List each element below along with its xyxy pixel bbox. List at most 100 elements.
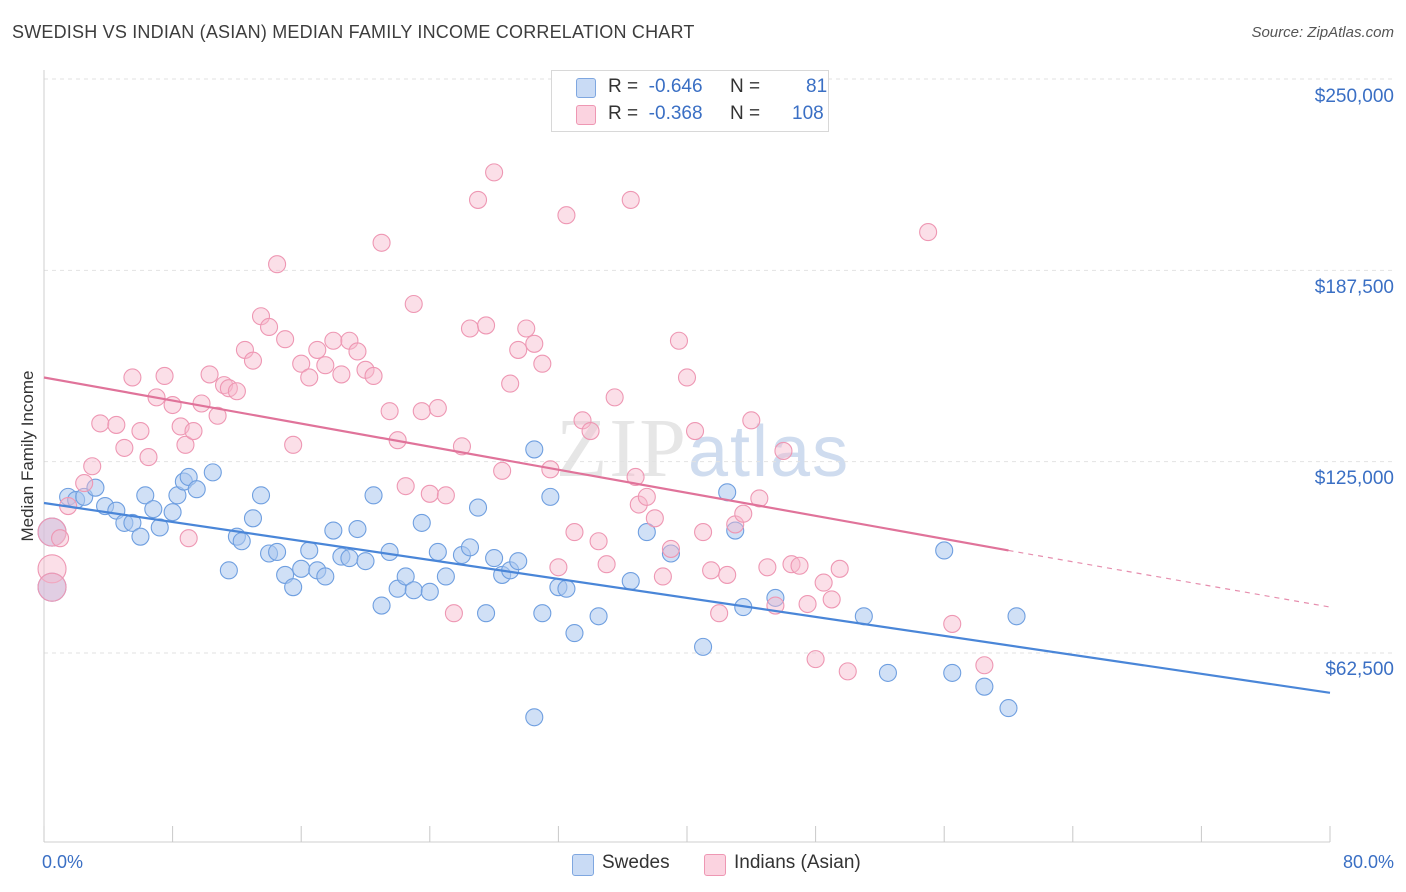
correlation-legend: R = -0.646 N = 81 R = -0.368 N = 108: [551, 70, 829, 132]
swedes-point-57: [525, 708, 544, 727]
indians-point-99: [822, 590, 841, 609]
indians-point-50: [428, 399, 447, 418]
indians-point-10: [123, 368, 142, 387]
swedes-point-36: [348, 519, 367, 539]
y-tick-125000: $125,000: [1314, 468, 1394, 489]
y-tick-62500: $62,500: [1325, 659, 1394, 680]
swedes-point-30: [300, 541, 319, 560]
indians-trend-extension: [1008, 549, 1331, 608]
x-axis-min-label: 0.0%: [42, 852, 84, 872]
indians-point-82: [685, 422, 705, 441]
swedes-point-23: [243, 509, 263, 528]
watermark: ZIPatlas: [556, 400, 850, 497]
indians-point-58: [493, 461, 512, 480]
indians-point-11: [131, 422, 150, 441]
indians-point-27: [243, 351, 263, 370]
swedes-point-24: [251, 486, 271, 505]
swedes-point-67: [694, 637, 713, 656]
indians-point-83: [694, 523, 713, 542]
indians-point-1: [37, 554, 67, 584]
swedes-trend-line: [43, 501, 1331, 694]
indians-point-104: [975, 656, 994, 675]
indians-point-29: [259, 317, 279, 337]
swedes-point-10: [131, 527, 150, 546]
indians-point-79: [661, 539, 680, 558]
swedes-point-35: [340, 549, 359, 568]
swedes-point-73: [878, 663, 897, 682]
swedes-point-49: [460, 538, 480, 557]
indians-point-81: [677, 368, 697, 387]
x-axis-max-label: 80.0%: [1342, 852, 1394, 872]
swedes-point-37: [356, 552, 375, 571]
swedes-point-56: [525, 440, 544, 459]
indians-point-61: [517, 319, 536, 338]
indians-point-46: [396, 477, 415, 496]
indians-point-62: [525, 334, 544, 353]
indians-point-77: [645, 509, 664, 528]
indians-point-86: [718, 565, 737, 584]
indians-point-43: [372, 233, 391, 252]
indians-point-72: [605, 388, 624, 407]
swedes-point-74: [943, 663, 962, 682]
swedes-point-75: [935, 541, 954, 560]
bottom-legend-swatch-indians: [704, 854, 726, 876]
indians-point-93: [774, 441, 793, 461]
chart-title: SWEDISH VS INDIAN (ASIAN) MEDIAN FAMILY …: [12, 22, 695, 42]
indians-point-8: [107, 415, 126, 434]
indians-point-88: [734, 504, 753, 523]
indians-point-69: [581, 422, 600, 441]
indians-point-33: [292, 354, 311, 373]
swedes-point-46: [428, 542, 447, 562]
indians-point-12: [139, 448, 158, 467]
swedes-point-58: [533, 604, 552, 623]
indians-point-40: [348, 342, 367, 361]
swedes-point-28: [284, 578, 303, 597]
y-axis-label: Median Family Income: [18, 370, 37, 542]
indians-point-57: [485, 163, 504, 182]
swedes-point-9: [123, 513, 142, 532]
bottom-legend-label-swedes: Swedes: [602, 852, 670, 873]
swedes-point-64: [621, 572, 640, 591]
swedes-point-42: [396, 567, 415, 586]
indians-point-30: [268, 255, 287, 274]
swedes-point-55: [509, 552, 528, 571]
indians-point-91: [758, 558, 777, 577]
indians-point-74: [621, 190, 640, 209]
swedes-point-63: [589, 607, 608, 626]
indians-point-90: [750, 489, 769, 508]
swedes-point-5: [86, 478, 105, 497]
indians-point-42: [364, 366, 383, 385]
indians-point-35: [308, 340, 327, 359]
indians-point-25: [227, 382, 246, 401]
swedes-point-29: [292, 559, 311, 578]
indians-point-6: [83, 457, 102, 476]
swedes-point-38: [364, 486, 383, 505]
indians-point-49: [420, 484, 439, 503]
indians-point-51: [436, 486, 455, 505]
indians-point-5: [75, 474, 94, 493]
indians-point-96: [798, 594, 817, 614]
indians-point-14: [155, 366, 174, 385]
swedes-point-22: [232, 532, 251, 551]
indians-point-22: [208, 406, 227, 425]
indians-point-2: [37, 572, 67, 602]
swedes-point-19: [203, 463, 222, 482]
indians-point-70: [589, 532, 608, 551]
indians-point-9: [115, 438, 134, 457]
watermark-atlas: atlas: [688, 412, 851, 492]
swedes-point-78: [1007, 607, 1026, 626]
indians-point-98: [814, 573, 833, 592]
swedes-point-40: [380, 542, 399, 562]
indians-point-38: [332, 365, 351, 384]
legend-n-indians: 108: [792, 103, 824, 124]
swedes-point-18: [187, 480, 206, 499]
swedes-point-43: [404, 581, 423, 600]
indians-trend-line: [43, 376, 1009, 552]
indians-point-71: [597, 555, 616, 574]
watermark-zip: ZIP: [556, 402, 688, 495]
swedes-point-11: [136, 486, 155, 505]
y-tick-187500: $187,500: [1314, 277, 1394, 298]
swedes-point-69: [726, 521, 745, 540]
swedes-point-39: [372, 596, 391, 615]
